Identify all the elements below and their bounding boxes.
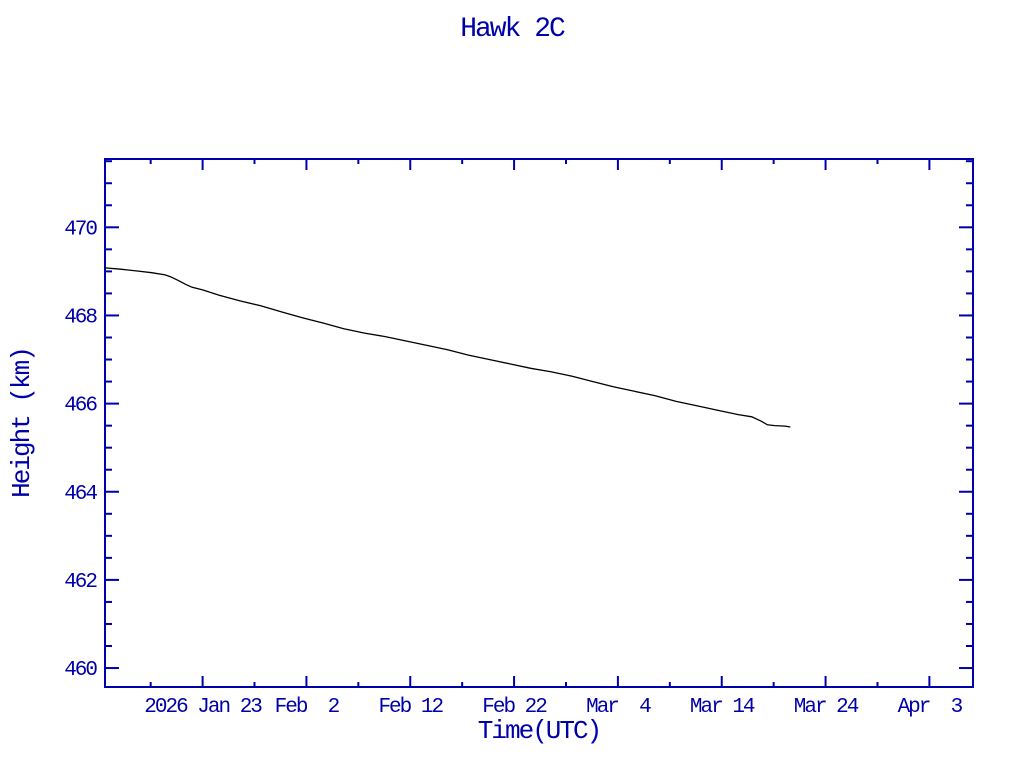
data-line-height — [104, 267, 791, 428]
y-tick-label: 466 — [64, 395, 97, 418]
y-tick-label: 464 — [64, 483, 97, 506]
x-axis-title: Time(UTC) — [477, 716, 602, 746]
x-tick-label: 2026 Jan 23 — [144, 696, 262, 719]
chart-title: Hawk 2C — [460, 14, 566, 45]
plot-border — [104, 158, 974, 688]
x-tick-label: Feb 2 — [275, 696, 340, 719]
x-tick-label: Apr 3 — [898, 696, 963, 719]
y-tick-label: 460 — [64, 659, 97, 682]
x-tick-label: Mar 24 — [794, 696, 859, 719]
x-tick-label: Mar 14 — [690, 696, 755, 719]
y-tick-label: 462 — [64, 571, 97, 594]
x-tick-label: Mar 4 — [586, 696, 651, 719]
x-tick-label: Feb 22 — [482, 696, 547, 719]
x-tick-label: Feb 12 — [378, 696, 443, 719]
y-tick-label: 468 — [64, 306, 97, 329]
y-tick-label: 470 — [64, 218, 97, 241]
